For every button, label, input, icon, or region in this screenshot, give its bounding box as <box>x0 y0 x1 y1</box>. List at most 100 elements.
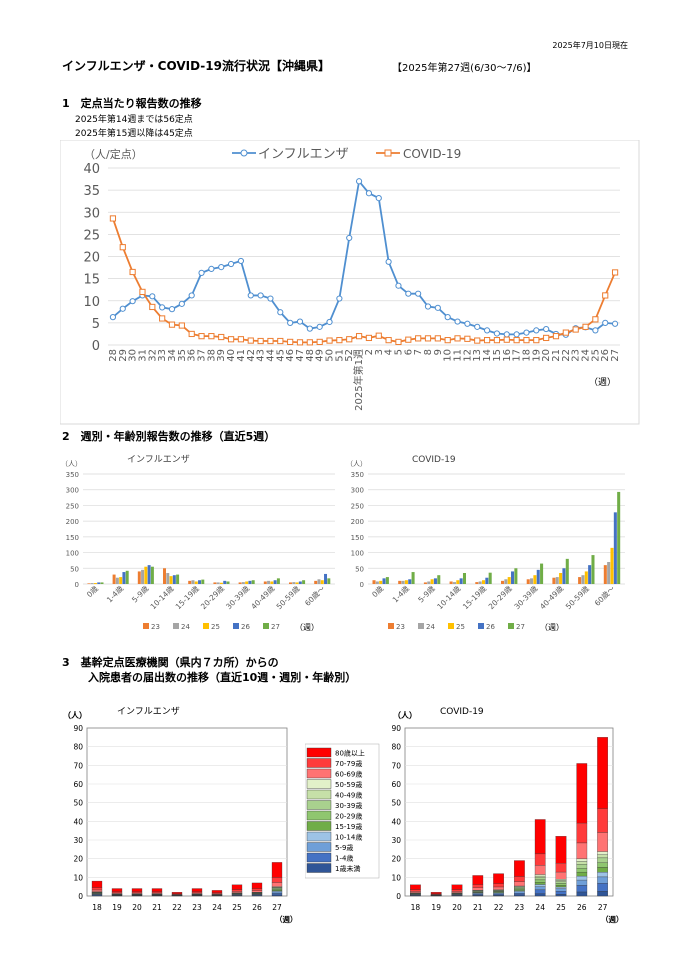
legend-label: 26 <box>486 623 495 631</box>
x-tick-label: 24 <box>581 349 592 362</box>
bar-segment <box>597 872 608 878</box>
x-tick-label: 30-39歳 <box>512 583 540 611</box>
report-date: 2025年7月10日現在 <box>552 41 628 50</box>
bar <box>191 580 195 584</box>
bar <box>295 582 299 584</box>
bar-segment <box>514 887 525 889</box>
x-tick-label: 30 <box>128 349 139 362</box>
age-chart-influenza: インフルエンザ （人） 0 50 100 150 200 250 300 350 0歳 1-4歳 5-9… <box>61 454 335 632</box>
data-point <box>483 337 491 344</box>
legend-swatch <box>388 623 394 629</box>
legend-label: 1歳未満 <box>335 864 360 873</box>
bar <box>504 579 508 584</box>
x-tick-label: 5-9歳 <box>416 583 437 604</box>
series-line <box>112 218 616 344</box>
data-point <box>139 288 146 296</box>
x-axis-label: （週） <box>295 623 319 632</box>
x-tick-label: 16 <box>502 349 513 362</box>
bar <box>385 577 389 584</box>
bar-segment <box>430 892 442 895</box>
data-point <box>454 335 461 342</box>
data-point <box>306 339 313 346</box>
bar-segment <box>211 890 223 894</box>
x-tick-label: 10 <box>443 349 454 362</box>
data-point <box>592 316 599 323</box>
bar <box>372 580 376 584</box>
bar <box>245 581 249 584</box>
y-tick-label: 35 <box>83 184 100 199</box>
legend-swatch <box>306 789 332 800</box>
data-point <box>129 268 136 276</box>
data-point <box>316 338 323 346</box>
bar-segment <box>191 891 203 894</box>
data-point <box>385 337 392 344</box>
x-tick-label: 60歳～ <box>302 583 327 608</box>
bar <box>382 578 386 584</box>
chart-border <box>60 140 640 425</box>
data-point <box>503 336 510 343</box>
y-tick-label: 300 <box>66 487 79 495</box>
bar <box>176 574 180 584</box>
x-tick-label: 20 <box>132 903 142 912</box>
bar <box>125 570 129 584</box>
x-tick-label: 23 <box>571 349 582 362</box>
x-tick-label: 15-19歳 <box>173 583 201 611</box>
bar <box>147 565 151 584</box>
bar <box>375 581 379 584</box>
data-point <box>385 258 392 265</box>
legend-label: 15-19歳 <box>335 822 362 831</box>
x-tick-label: 22 <box>561 349 572 362</box>
bar <box>238 582 242 584</box>
x-tick-label: 1-4歳 <box>390 583 411 604</box>
x-tick-label: 48 <box>305 349 316 362</box>
bar <box>552 577 556 584</box>
bar-segment <box>271 894 283 897</box>
x-tick-label: 25 <box>232 903 242 912</box>
data-point <box>168 321 176 328</box>
bar <box>115 577 119 584</box>
data-point <box>483 327 491 334</box>
data-point <box>237 336 245 343</box>
data-point <box>336 295 343 302</box>
hospital-chart-covid: （人） COVID-19 0 10 20 30 40 50 60 70 80 90 18 19 20 21 22… <box>391 707 623 924</box>
bar-segment <box>410 889 421 892</box>
data-point <box>119 244 126 251</box>
data-point <box>395 338 402 346</box>
data-point <box>296 318 304 325</box>
bar-segment <box>555 836 567 864</box>
data-point <box>474 337 481 344</box>
x-tick-label: 46 <box>285 349 296 362</box>
x-tick-label: 25 <box>590 349 601 362</box>
bar-segment <box>493 894 504 896</box>
y-tick-label: 50 <box>70 565 79 573</box>
bar <box>298 581 302 584</box>
x-tick-label: 44 <box>265 349 276 362</box>
bar-segment <box>534 882 546 885</box>
data-point <box>365 334 373 342</box>
bar-segment <box>576 842 588 860</box>
bar-segment <box>271 862 283 878</box>
data-point <box>257 337 264 345</box>
x-tick-label: 15-19歳 <box>460 583 488 611</box>
data-point <box>533 337 540 344</box>
bar <box>408 579 412 584</box>
data-point <box>355 178 363 185</box>
legend-swatch <box>306 747 332 758</box>
y-tick-label: 20 <box>83 251 100 266</box>
y-tick-label: 80 <box>73 743 83 752</box>
bar <box>591 555 595 584</box>
data-point <box>434 304 441 311</box>
bar-segment <box>534 884 546 887</box>
bar-segment <box>451 889 463 892</box>
bar <box>163 568 166 584</box>
bar-segment <box>131 891 143 894</box>
bar <box>411 572 415 584</box>
y-tick-label: 350 <box>351 471 364 479</box>
bar <box>536 569 540 584</box>
bar-segment <box>597 808 608 833</box>
chart-title: インフルエンザ <box>127 454 190 465</box>
bar-segment <box>576 861 588 865</box>
data-point <box>247 292 254 299</box>
data-point <box>375 332 382 339</box>
y-tick-label: 40 <box>83 162 100 177</box>
